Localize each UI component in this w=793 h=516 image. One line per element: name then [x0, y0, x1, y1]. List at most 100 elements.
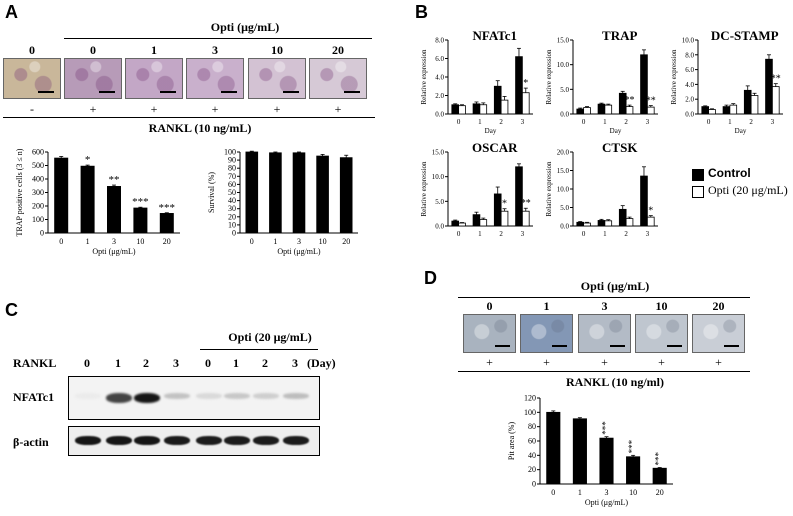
nfatc1-band	[253, 393, 279, 399]
x-tick-label: 1	[478, 118, 482, 126]
x-tick-label: 20	[163, 237, 171, 246]
y-axis-label: Relative expression	[545, 161, 553, 217]
x-tick-label: 3	[521, 230, 525, 238]
y-tick-label: 80	[528, 422, 536, 431]
rankl-sign: +	[715, 355, 722, 369]
bar	[708, 109, 716, 115]
significance-mark: *	[523, 78, 528, 89]
stained-cell-image	[186, 58, 244, 99]
actin-band	[224, 436, 250, 445]
scale-bar	[99, 91, 115, 93]
actin-band	[253, 436, 279, 445]
bar	[743, 89, 752, 115]
y-tick-label: 0	[232, 229, 236, 238]
rankl-sign: +	[334, 102, 342, 116]
x-tick-label: 3	[771, 118, 775, 126]
dose-label: 1	[543, 299, 550, 313]
stained-cell-image	[248, 58, 306, 99]
y-tick-label: 60	[228, 180, 236, 189]
bar	[500, 99, 509, 115]
legend-opti-swatch	[692, 186, 704, 198]
significance-mark: **	[625, 95, 635, 106]
bar	[750, 95, 759, 115]
nfatc1-band	[283, 393, 309, 399]
dose-label: 20	[332, 43, 344, 57]
nfatc1-band	[224, 393, 250, 399]
y-tick-label: 40	[228, 196, 236, 205]
panel-c-actin-label: β-actin	[13, 435, 49, 449]
chart-b-trap: 0.0 5.0 10.0 15.0 0 1 2 ** 3 ** TRAP Day Relative ex…	[545, 28, 658, 135]
x-tick-label: 1	[728, 118, 732, 126]
y-tick-label: 80	[228, 164, 236, 173]
y-tick-label: 100	[32, 215, 44, 224]
nfatc1-band	[106, 393, 132, 403]
y-tick-label: 8.0	[435, 37, 444, 45]
bar	[701, 106, 710, 115]
y-tick-label: 4.0	[685, 81, 694, 89]
stained-cell-image	[3, 58, 61, 99]
rankl-sign: +	[89, 102, 97, 116]
day-label: 1	[233, 356, 239, 370]
bar	[493, 85, 502, 115]
x-tick-label: 10	[136, 237, 144, 246]
y-tick-label: 90	[228, 156, 236, 165]
bar	[625, 106, 634, 115]
significance-mark: ***	[132, 196, 149, 208]
y-tick-label: 0	[532, 480, 536, 489]
y-tick-label: 20	[228, 212, 236, 221]
pit-image	[578, 314, 631, 353]
y-tick-label: 10.0	[682, 37, 695, 45]
y-tick-label: 10.0	[557, 186, 570, 194]
chart-title: DC-STAMP	[711, 28, 779, 43]
scale-bar	[160, 91, 176, 93]
y-tick-label: 50	[228, 188, 236, 197]
y-tick-label: 8.0	[685, 51, 694, 59]
y-axis-label: Survival (%)	[207, 172, 216, 213]
y-tick-label: 100	[224, 148, 236, 157]
chart-title: TRAP	[602, 28, 637, 43]
y-tick-label: 15.0	[557, 167, 570, 175]
actin-band	[164, 436, 190, 445]
panel-d-letter: D	[424, 268, 437, 288]
panel-c-day-unit: (Day)	[307, 356, 336, 370]
x-tick-label: 20	[656, 488, 664, 497]
x-axis-label: Day	[735, 127, 747, 135]
actin-band	[196, 436, 222, 445]
bar	[493, 193, 502, 227]
panel-a-opti-header: Opti (μg/mL)	[210, 20, 280, 34]
bar	[546, 411, 561, 485]
panel-c-header-line	[200, 349, 318, 350]
legend-opti-label: Opti (20 μg/mL)	[708, 183, 788, 197]
bar	[133, 207, 148, 234]
rankl-sign: +	[273, 102, 281, 116]
bar	[576, 221, 585, 227]
dose-label: 0	[29, 43, 35, 57]
panel-d-rankl-label: RANKL (10 ng/ml)	[565, 375, 664, 389]
panel-c-letter: C	[5, 300, 18, 320]
bar	[54, 157, 69, 234]
significance-mark: **	[771, 74, 781, 85]
chart-title: CTSK	[602, 140, 638, 155]
scale-bar	[221, 91, 237, 93]
nfatc1-band	[164, 393, 190, 399]
rankl-sign: +	[486, 355, 493, 369]
x-tick-label: 1	[86, 237, 90, 246]
panel-c-opti-header: Opti (20 μg/mL)	[228, 330, 312, 344]
y-tick-label: 0.0	[435, 111, 444, 119]
y-tick-label: 30	[228, 204, 236, 213]
bar	[292, 152, 306, 234]
y-tick-label: 0.0	[685, 111, 694, 119]
x-tick-label: 0	[707, 118, 711, 126]
x-tick-label: 0	[457, 118, 461, 126]
dose-label: 20	[712, 299, 725, 313]
day-label: 3	[292, 356, 298, 370]
y-tick-label: 400	[32, 175, 44, 184]
y-tick-label: 120	[524, 394, 536, 403]
chart-title: OSCAR	[472, 140, 518, 155]
bar	[515, 56, 523, 115]
day-label: 2	[143, 356, 149, 370]
y-tick-label: 5.0	[560, 204, 569, 212]
x-tick-label: 2	[499, 118, 503, 126]
pit-image	[635, 314, 688, 353]
y-tick-label: 5.0	[560, 86, 569, 94]
